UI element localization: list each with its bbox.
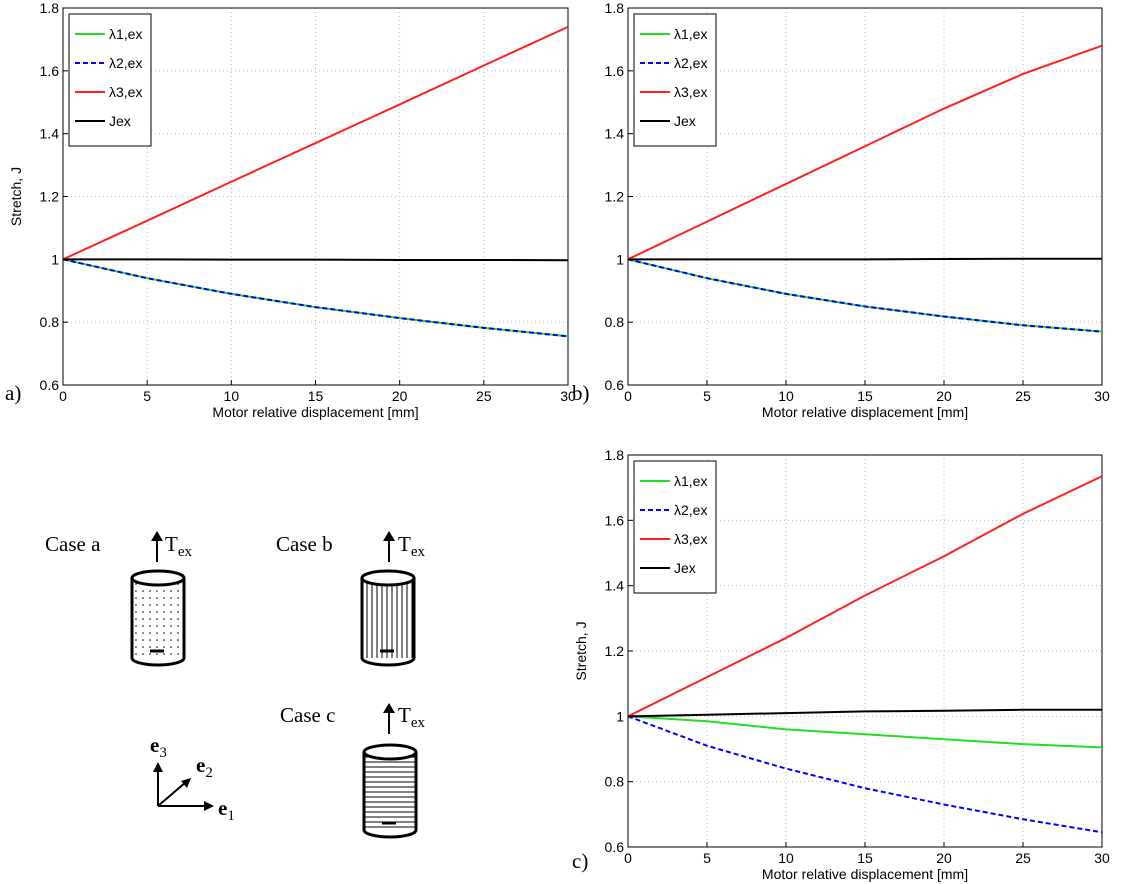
- panel-label: c): [572, 849, 588, 873]
- plot: 0 5 10 15 20 25 30 0.6 0.8 1 1.2 1.4 1.6 1.8 λ1,ex λ2,e…: [5, 0, 576, 420]
- x-tick-label: 30: [560, 388, 576, 404]
- legend-label: λ3,ex: [674, 531, 707, 547]
- axis-symbol: e2: [196, 753, 213, 781]
- legend-label: λ1,ex: [674, 26, 707, 42]
- cylinder: [360, 531, 416, 667]
- legend-box: [68, 13, 152, 147]
- x-tick-label: 25: [1015, 850, 1031, 866]
- y-tick-label: 1.2: [605, 643, 625, 659]
- plot-frame: [627, 454, 1103, 848]
- data-line: [627, 715, 1103, 834]
- x-tick-label: 10: [778, 850, 794, 866]
- data-line: [627, 44, 1103, 261]
- legend-label: λ1,ex: [109, 26, 142, 42]
- force-label: Tex: [398, 703, 425, 731]
- data-line: [63, 258, 569, 262]
- axes-triad: [153, 762, 214, 811]
- legend-label: Jex: [674, 560, 696, 576]
- y-tick-label: 1.4: [605, 578, 625, 594]
- y-axis-label: Stretch, J: [573, 621, 589, 680]
- x-tick-label: 5: [703, 388, 711, 404]
- data-line: [62, 258, 569, 338]
- case-label: Case b: [276, 532, 333, 556]
- legend-label: λ2,ex: [674, 55, 707, 71]
- x-tick-label: 20: [936, 850, 952, 866]
- plot-frame: [62, 7, 569, 386]
- diagram: Case a Case b Case c Tex Tex Tex: [45, 531, 425, 839]
- x-tick-label: 0: [624, 850, 632, 866]
- y-tick-label: 1: [616, 251, 624, 267]
- x-tick-label: 0: [59, 388, 67, 404]
- data-line: [627, 475, 1103, 718]
- data-line: [627, 708, 1102, 718]
- panel-label: a): [5, 381, 21, 405]
- panel-label: b): [572, 381, 590, 405]
- x-tick-label: 0: [624, 388, 632, 404]
- case-label: Case a: [45, 532, 101, 556]
- x-tick-label: 15: [857, 388, 873, 404]
- y-tick-label: 0.8: [605, 314, 625, 330]
- force-label: Tex: [165, 532, 192, 560]
- case-label: Case c: [280, 703, 335, 727]
- y-tick-label: 1: [616, 708, 624, 724]
- x-tick-label: 5: [143, 388, 151, 404]
- plot: 0 5 10 15 20 25 30 0.6 0.8 1 1.2 1.4 1.6 1.8 λ1,ex λ2,e…: [572, 447, 1110, 882]
- legend-label: λ2,ex: [109, 55, 142, 71]
- y-tick-label: 0.8: [605, 774, 625, 790]
- y-tick-label: 0.6: [605, 839, 625, 855]
- plot: 0 5 10 15 20 25 30 0.6 0.8 1 1.2 1.4 1.6 1.8 λ1,ex λ2,e…: [572, 0, 1110, 420]
- y-tick-label: 1.6: [605, 63, 625, 79]
- x-tick-label: 30: [1094, 850, 1110, 866]
- legend-box: [633, 460, 717, 594]
- data-line: [62, 25, 569, 261]
- y-tick-label: 1.6: [40, 63, 60, 79]
- y-tick-label: 1: [51, 251, 59, 267]
- legend-label: Jex: [109, 113, 131, 129]
- y-tick-label: 1.2: [40, 189, 60, 205]
- y-tick-label: 1.4: [605, 126, 625, 142]
- x-tick-label: 25: [1015, 388, 1031, 404]
- force-label: Tex: [398, 532, 425, 560]
- legend-box: [633, 13, 717, 147]
- x-axis-label: Motor relative displacement [mm]: [762, 866, 968, 882]
- x-axis-label: Motor relative displacement [mm]: [212, 404, 418, 420]
- legend-label: λ3,ex: [109, 84, 142, 100]
- axis-symbol: e1: [218, 796, 235, 824]
- y-axis-label: Stretch, J: [8, 167, 24, 226]
- axis-symbol: e3: [150, 733, 167, 761]
- y-tick-label: 1.4: [40, 126, 60, 142]
- y-tick-label: 1.8: [40, 0, 60, 16]
- legend-label: λ2,ex: [674, 502, 707, 518]
- x-tick-label: 5: [703, 850, 711, 866]
- data-line: [627, 258, 1103, 333]
- y-tick-label: 1.8: [605, 0, 625, 16]
- x-axis-label: Motor relative displacement [mm]: [762, 404, 968, 420]
- data-line: [628, 257, 1102, 261]
- x-tick-label: 15: [308, 388, 324, 404]
- x-tick-label: 20: [392, 388, 408, 404]
- x-tick-label: 15: [857, 850, 873, 866]
- y-tick-label: 0.8: [40, 314, 60, 330]
- x-tick-label: 30: [1094, 388, 1110, 404]
- legend-label: Jex: [674, 113, 696, 129]
- data-line: [627, 715, 1103, 749]
- cylinder: [362, 703, 418, 839]
- x-tick-label: 10: [778, 388, 794, 404]
- cylinder: [130, 531, 186, 667]
- plot-frame: [627, 7, 1103, 386]
- y-tick-label: 1.8: [605, 447, 625, 463]
- y-tick-label: 0.6: [605, 377, 625, 393]
- y-tick-label: 1.6: [605, 512, 625, 528]
- x-tick-label: 20: [936, 388, 952, 404]
- y-tick-label: 1.2: [605, 189, 625, 205]
- x-tick-label: 25: [476, 388, 492, 404]
- legend-label: λ3,ex: [674, 84, 707, 100]
- x-tick-label: 10: [224, 388, 240, 404]
- legend-label: λ1,ex: [674, 473, 707, 489]
- y-tick-label: 0.6: [40, 377, 60, 393]
